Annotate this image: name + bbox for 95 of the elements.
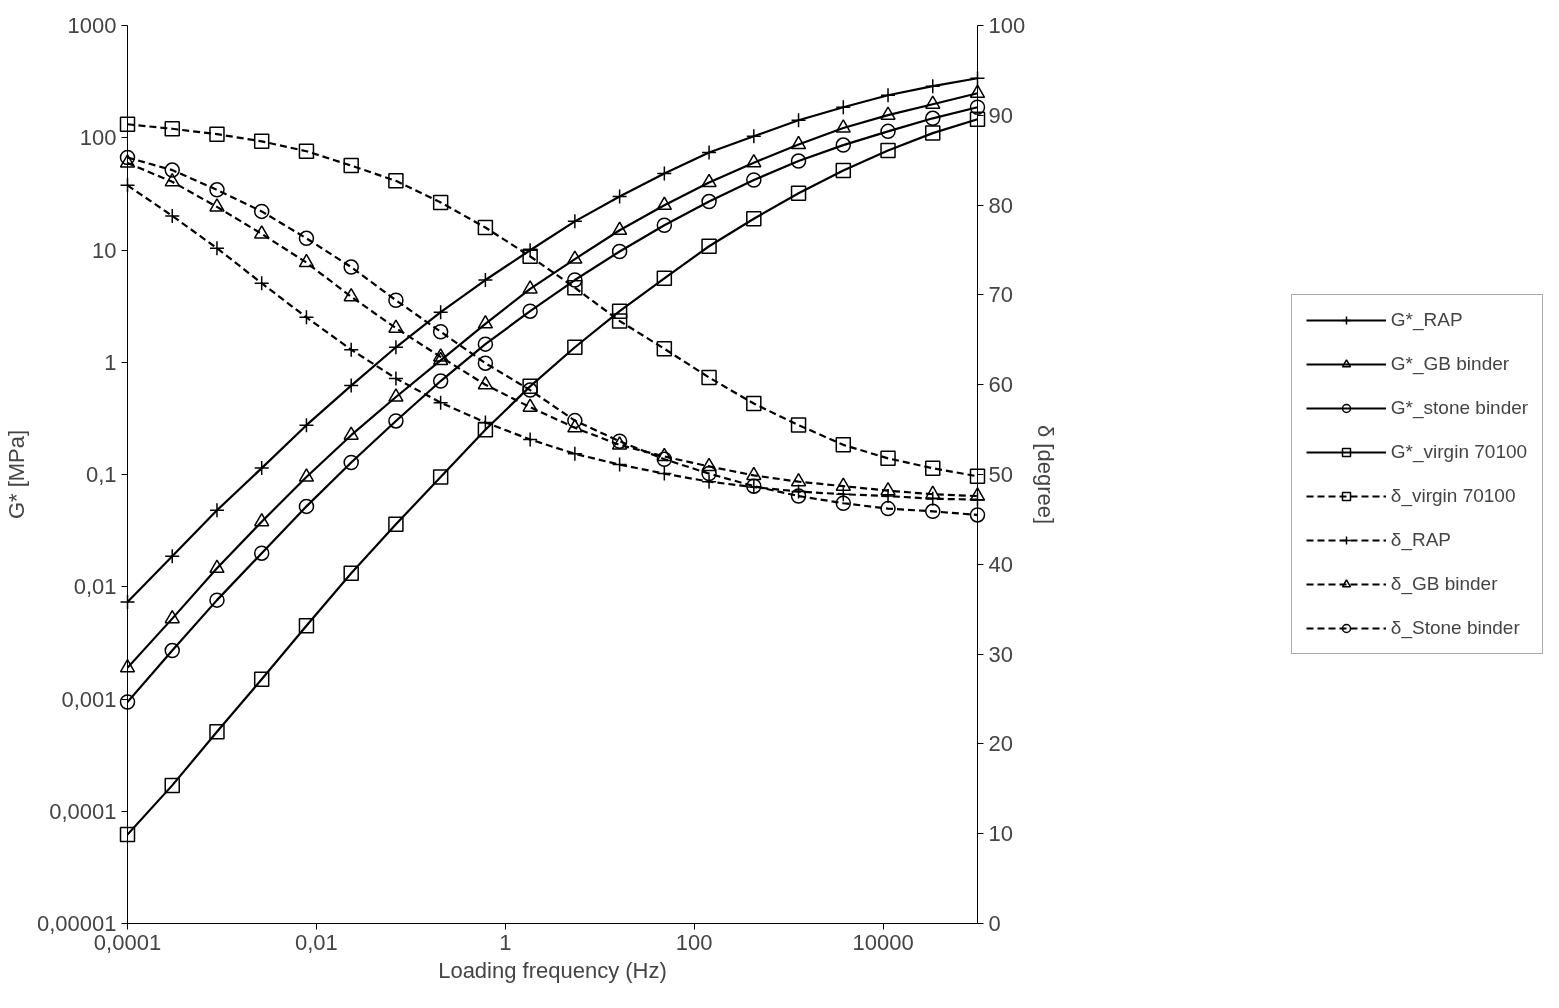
y2-tick-label: 10 bbox=[988, 821, 1013, 847]
point bbox=[611, 303, 628, 319]
point bbox=[164, 777, 180, 794]
legend-label: G*_GB binder bbox=[1390, 353, 1510, 375]
y2-tick-label: 30 bbox=[988, 641, 1013, 667]
legend-label: δ_RAP bbox=[1390, 529, 1452, 551]
point bbox=[701, 193, 717, 210]
point bbox=[164, 609, 180, 624]
y-tick-label: 10 bbox=[92, 237, 117, 263]
point bbox=[611, 221, 628, 236]
point bbox=[522, 378, 538, 395]
point bbox=[209, 592, 225, 608]
point bbox=[746, 172, 762, 188]
point bbox=[119, 826, 136, 843]
y-tick-label: 0,001 bbox=[61, 686, 117, 712]
point bbox=[790, 185, 807, 202]
point bbox=[253, 512, 270, 527]
point bbox=[835, 137, 852, 153]
point bbox=[343, 426, 359, 440]
legend-label: δ_Stone binder bbox=[1390, 617, 1520, 639]
point bbox=[432, 351, 449, 366]
legend-label: G*_virgin 70100 bbox=[1390, 441, 1528, 463]
point bbox=[253, 671, 270, 687]
point bbox=[835, 119, 852, 133]
y-tick-label: 0,00001 bbox=[36, 911, 117, 936]
y2-tick-label: 40 bbox=[988, 551, 1013, 577]
point bbox=[611, 243, 628, 260]
y2-tick-label: 50 bbox=[988, 462, 1013, 487]
point bbox=[567, 272, 583, 288]
y-tick-label: 0,1 bbox=[85, 462, 117, 487]
point bbox=[701, 173, 717, 188]
x-tick-label: 100 bbox=[675, 929, 713, 955]
point bbox=[790, 153, 807, 169]
legend-label: δ_GB binder bbox=[1390, 573, 1498, 595]
point bbox=[835, 162, 852, 179]
point bbox=[746, 153, 762, 168]
y2-tick-label: 20 bbox=[988, 731, 1013, 757]
point bbox=[343, 454, 359, 471]
point bbox=[969, 99, 986, 115]
y2-tick-label: 60 bbox=[988, 372, 1013, 398]
point bbox=[343, 565, 359, 581]
point bbox=[925, 110, 941, 127]
point bbox=[880, 142, 896, 159]
point bbox=[119, 658, 136, 673]
point bbox=[746, 210, 762, 227]
legend-label: G*_RAP bbox=[1390, 309, 1463, 331]
y2-tick-label: 0 bbox=[988, 911, 1001, 936]
point bbox=[969, 84, 986, 99]
point bbox=[477, 314, 494, 329]
x-tick-label: 10000 bbox=[852, 929, 914, 955]
point bbox=[432, 469, 449, 485]
y2-tick-label: 90 bbox=[988, 102, 1013, 128]
point bbox=[298, 617, 315, 634]
point bbox=[790, 135, 807, 150]
y-tick-label: 1000 bbox=[67, 13, 117, 38]
point bbox=[209, 559, 225, 574]
y-tick-label: 0,0001 bbox=[49, 798, 117, 824]
legend-label: G*_stone binder bbox=[1390, 397, 1529, 419]
y2-axis-title: δ [degree] bbox=[1033, 424, 1059, 525]
point bbox=[388, 388, 404, 402]
point bbox=[477, 422, 494, 438]
point bbox=[925, 95, 941, 109]
point bbox=[298, 498, 315, 515]
point bbox=[880, 106, 896, 120]
y2-tick-label: 100 bbox=[988, 13, 1026, 38]
x-axis-title: Loading frequency (Hz) bbox=[438, 957, 667, 983]
point bbox=[164, 642, 180, 659]
point bbox=[880, 123, 896, 140]
point bbox=[522, 303, 538, 319]
point bbox=[119, 694, 136, 710]
point bbox=[567, 250, 583, 264]
point bbox=[477, 336, 494, 352]
x-tick-label: 0,01 bbox=[294, 929, 338, 955]
point bbox=[522, 280, 538, 294]
point bbox=[656, 196, 673, 211]
point bbox=[253, 545, 270, 561]
point bbox=[701, 238, 717, 254]
point bbox=[209, 724, 225, 740]
y2-tick-label: 70 bbox=[988, 282, 1013, 308]
point bbox=[656, 217, 673, 234]
point bbox=[432, 373, 449, 389]
point bbox=[298, 468, 315, 482]
y-tick-label: 0,01 bbox=[73, 574, 117, 600]
y-tick-label: 100 bbox=[79, 125, 117, 151]
point bbox=[388, 516, 404, 533]
point bbox=[388, 413, 404, 429]
y-axis-title: G* [MPa] bbox=[3, 429, 29, 520]
point bbox=[567, 339, 583, 356]
point bbox=[969, 111, 986, 128]
point bbox=[925, 125, 941, 141]
point bbox=[656, 270, 673, 287]
y-tick-label: 1 bbox=[104, 349, 117, 375]
legend-label: δ_virgin 70100 bbox=[1390, 485, 1516, 507]
y2-tick-label: 80 bbox=[988, 192, 1013, 218]
x-tick-label: 1 bbox=[499, 929, 512, 955]
